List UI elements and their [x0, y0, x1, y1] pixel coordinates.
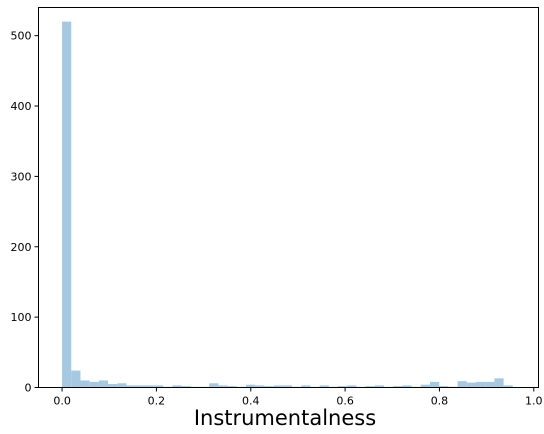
histogram-bar [154, 385, 164, 388]
x-tick-label: 0.8 [431, 395, 449, 408]
histogram-bar [365, 386, 375, 388]
histogram-bar [62, 21, 72, 388]
x-axis-title: Instrumentalness [194, 406, 376, 430]
y-tick-label: 200 [11, 241, 32, 254]
histogram-bar [246, 384, 256, 388]
histogram-bar [172, 385, 182, 388]
histogram-bar [264, 386, 274, 388]
x-tick-label: 1.0 [525, 395, 543, 408]
x-tick-label: 0.6 [336, 395, 354, 408]
histogram-bar [301, 385, 311, 388]
y-tick-label: 0 [25, 382, 32, 395]
histogram-bar [273, 385, 283, 388]
histogram-bar [430, 381, 440, 388]
histogram-bar [89, 381, 99, 388]
histogram-bar [393, 386, 403, 388]
histogram-bar [374, 385, 385, 388]
histogram-bar [338, 386, 348, 388]
histogram-bar [117, 383, 127, 388]
histogram-bar [347, 385, 357, 388]
plot-frame [38, 7, 539, 388]
x-axis: 0.0 0.2 0.4 0.6 0.8 1.0 [53, 387, 543, 408]
histogram-bar [476, 381, 486, 388]
x-tick-label: 0.2 [148, 395, 166, 408]
y-tick-label: 500 [11, 30, 32, 43]
histogram-bar [181, 386, 191, 388]
histogram-bar [227, 386, 237, 388]
histogram-bar [439, 386, 449, 388]
histogram-bar [466, 382, 476, 388]
histogram-bar [485, 381, 495, 388]
y-tick-label: 400 [11, 100, 32, 113]
histogram-bar [420, 384, 431, 388]
histogram-bar [80, 380, 90, 388]
histogram-bar [108, 383, 118, 388]
histogram-bar [402, 385, 412, 388]
x-tick-label: 0.0 [53, 395, 71, 408]
histogram-bar [282, 385, 293, 388]
histogram-bar [503, 385, 513, 388]
histogram-bar [144, 385, 155, 388]
histogram-bar [135, 385, 145, 388]
histogram-bars [62, 21, 513, 388]
x-tick-label: 0.4 [242, 395, 260, 408]
histogram-bar [126, 385, 136, 388]
histogram-bar [209, 383, 219, 388]
y-tick-label: 300 [11, 170, 32, 183]
histogram-bar [71, 370, 81, 388]
y-axis: 0 100 200 300 400 500 [11, 30, 39, 395]
histogram-bar [255, 385, 265, 388]
histogram-bar [98, 380, 109, 388]
histogram-bar [494, 378, 504, 388]
histogram-bar [218, 385, 228, 388]
histogram-bar [319, 385, 329, 388]
y-tick-label: 100 [11, 311, 32, 324]
histogram-bar [457, 381, 467, 388]
